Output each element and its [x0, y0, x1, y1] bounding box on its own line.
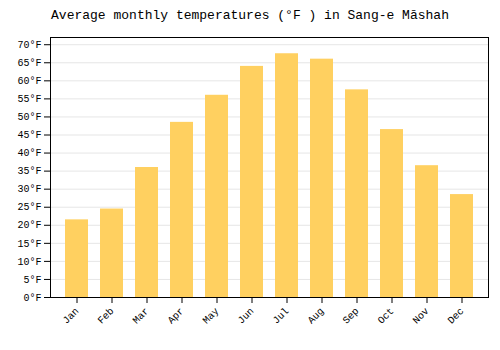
- svg-text:60°F: 60°F: [17, 76, 41, 87]
- svg-text:May: May: [201, 306, 222, 327]
- svg-text:50°F: 50°F: [17, 112, 41, 123]
- svg-text:10°F: 10°F: [17, 257, 41, 268]
- svg-text:Apr: Apr: [166, 306, 187, 327]
- svg-text:55°F: 55°F: [17, 94, 41, 105]
- svg-text:40°F: 40°F: [17, 148, 41, 159]
- svg-text:Jul: Jul: [271, 306, 292, 327]
- svg-text:Nov: Nov: [411, 306, 432, 327]
- svg-text:25°F: 25°F: [17, 202, 41, 213]
- svg-text:Mar: Mar: [131, 306, 152, 327]
- svg-text:70°F: 70°F: [17, 40, 41, 51]
- svg-text:20°F: 20°F: [17, 220, 41, 231]
- svg-text:65°F: 65°F: [17, 58, 41, 69]
- svg-text:Jan: Jan: [61, 306, 82, 327]
- svg-text:0°F: 0°F: [23, 293, 41, 304]
- svg-text:Feb: Feb: [96, 306, 117, 327]
- svg-text:35°F: 35°F: [17, 166, 41, 177]
- svg-text:Jun: Jun: [236, 306, 257, 327]
- svg-text:Sep: Sep: [341, 306, 362, 327]
- svg-text:Dec: Dec: [446, 306, 467, 327]
- svg-text:30°F: 30°F: [17, 184, 41, 195]
- svg-text:15°F: 15°F: [17, 239, 41, 250]
- svg-text:Oct: Oct: [376, 306, 397, 327]
- svg-text:5°F: 5°F: [23, 275, 41, 286]
- svg-text:Aug: Aug: [306, 306, 327, 327]
- html-text:Average monthly temperatures (: Average monthly temperatures (°F ) in Sa…: [51, 8, 449, 23]
- svg-text:45°F: 45°F: [17, 130, 41, 141]
